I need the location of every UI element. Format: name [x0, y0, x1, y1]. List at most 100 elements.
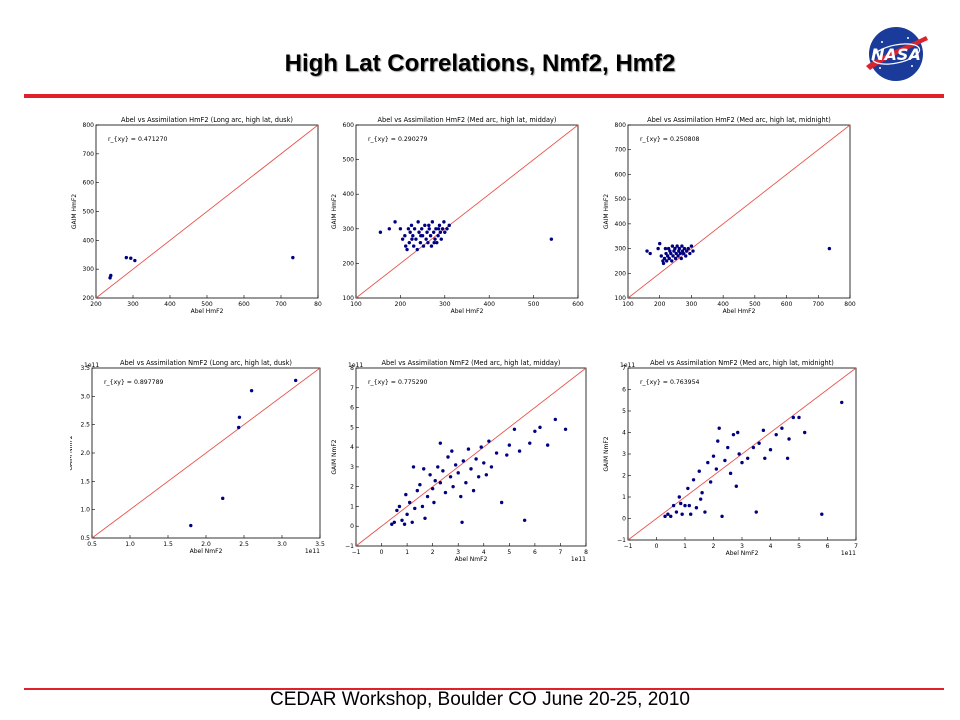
x-tick-label: 4 [769, 543, 773, 550]
y-tick-label: 400 [343, 191, 355, 198]
data-point [403, 234, 407, 238]
data-point [411, 234, 415, 238]
data-point [405, 512, 409, 517]
data-point [420, 504, 425, 509]
y-tick-label: 800 [615, 122, 627, 129]
data-point [438, 441, 443, 445]
y-tick-label: 4 [350, 444, 354, 451]
data-point [670, 259, 674, 263]
data-point [714, 467, 719, 471]
y-tick-label: 3.5 [80, 365, 90, 372]
y-tick-label: 800 [83, 122, 95, 129]
data-point [664, 259, 669, 263]
y-tick-label: 400 [83, 237, 95, 244]
x-tick-label: 500 [749, 301, 761, 308]
y-tick-label: 1 [350, 503, 354, 510]
x-tick-label: 100 [350, 301, 362, 308]
data-point [392, 520, 397, 524]
data-point [429, 244, 434, 248]
nasa-logo: NASA [866, 27, 928, 81]
data-point [412, 227, 417, 231]
data-point [689, 512, 693, 516]
data-point [676, 254, 680, 258]
chart-title-4: Abel vs Assimilation NmF2 (Long arc, hig… [120, 359, 292, 367]
data-point [428, 234, 433, 238]
x-tick-label: 200 [90, 301, 102, 308]
data-point [677, 495, 681, 499]
data-point [476, 475, 481, 479]
x-tick-label: 500 [201, 301, 213, 308]
y-tick-label: 100 [615, 295, 627, 302]
y-tick-label: 2 [350, 484, 354, 491]
y-axis-label-6: GAIM NmF2 [603, 436, 610, 471]
correlation-annotation-1: r_{xy} = 0.471270 [108, 136, 168, 143]
chart-title-1: Abel vs Assimilation HmF2 (Long arc, hig… [121, 116, 293, 124]
scatter-chart-1: Abel vs Assimilation HmF2 (Long arc, hig… [71, 116, 322, 315]
y-tick-label: −1 [345, 543, 354, 550]
data-point [293, 378, 298, 383]
y-tick-label: 300 [615, 246, 627, 253]
data-point [407, 240, 411, 245]
data-point [416, 220, 420, 224]
data-point [421, 244, 426, 248]
title-divider [24, 94, 944, 98]
reference-line-1 [95, 124, 319, 299]
correlation-annotation-5: r_{xy} = 0.775290 [368, 379, 428, 386]
y-tick-label: 700 [83, 151, 95, 158]
y-offset-label-6: 1e11 [620, 362, 635, 369]
data-point [466, 447, 471, 451]
data-point [673, 246, 677, 251]
data-point [737, 452, 741, 456]
data-point [827, 246, 832, 251]
data-point [482, 461, 486, 465]
y-tick-label: −1 [617, 537, 626, 544]
data-point [691, 478, 696, 482]
data-point [446, 455, 450, 459]
x-tick-label: 0.5 [87, 541, 97, 548]
data-point [688, 251, 692, 256]
y-tick-label: 200 [615, 270, 627, 277]
data-point [797, 415, 801, 420]
correlation-annotation-4: r_{xy} = 0.897789 [104, 379, 164, 386]
data-point [489, 465, 494, 469]
y-tick-label: 5 [350, 424, 354, 431]
data-point [129, 256, 133, 260]
data-point [694, 506, 699, 510]
data-point [684, 249, 689, 253]
data-point [434, 227, 438, 231]
x-tick-label: 3 [456, 549, 460, 556]
x-tick-label: 6 [533, 549, 537, 556]
x-tick-label: −1 [624, 543, 633, 550]
correlation-annotation-2: r_{xy} = 0.290279 [368, 136, 428, 143]
data-point [746, 456, 750, 460]
data-point [435, 240, 439, 245]
correlation-annotation-6: r_{xy} = 0.763954 [640, 379, 700, 386]
chart-panel-1: Abel vs Assimilation HmF2 (Long arc, hig… [70, 112, 330, 320]
data-point [698, 497, 703, 501]
x-tick-label: 80 [314, 301, 322, 308]
data-point [378, 230, 383, 234]
data-point [420, 227, 424, 231]
data-point [549, 237, 554, 241]
data-point [703, 510, 707, 514]
data-point [563, 427, 568, 432]
data-point [437, 223, 442, 228]
data-point [425, 494, 430, 499]
data-point [648, 251, 652, 256]
data-point [487, 439, 491, 443]
y-tick-label: 3 [350, 464, 354, 471]
data-point [415, 488, 420, 493]
data-point [716, 439, 720, 443]
footer-divider [24, 688, 944, 690]
x-tick-label: 200 [654, 301, 666, 308]
data-point [448, 475, 453, 479]
data-point [663, 246, 668, 251]
x-tick-label: 1.5 [163, 541, 173, 548]
x-tick-label: 1 [683, 543, 687, 550]
data-point [443, 230, 447, 234]
data-point [677, 246, 682, 251]
data-point [236, 425, 241, 430]
data-point [682, 246, 687, 251]
data-point [474, 457, 478, 461]
y-tick-label: 3 [622, 451, 626, 458]
